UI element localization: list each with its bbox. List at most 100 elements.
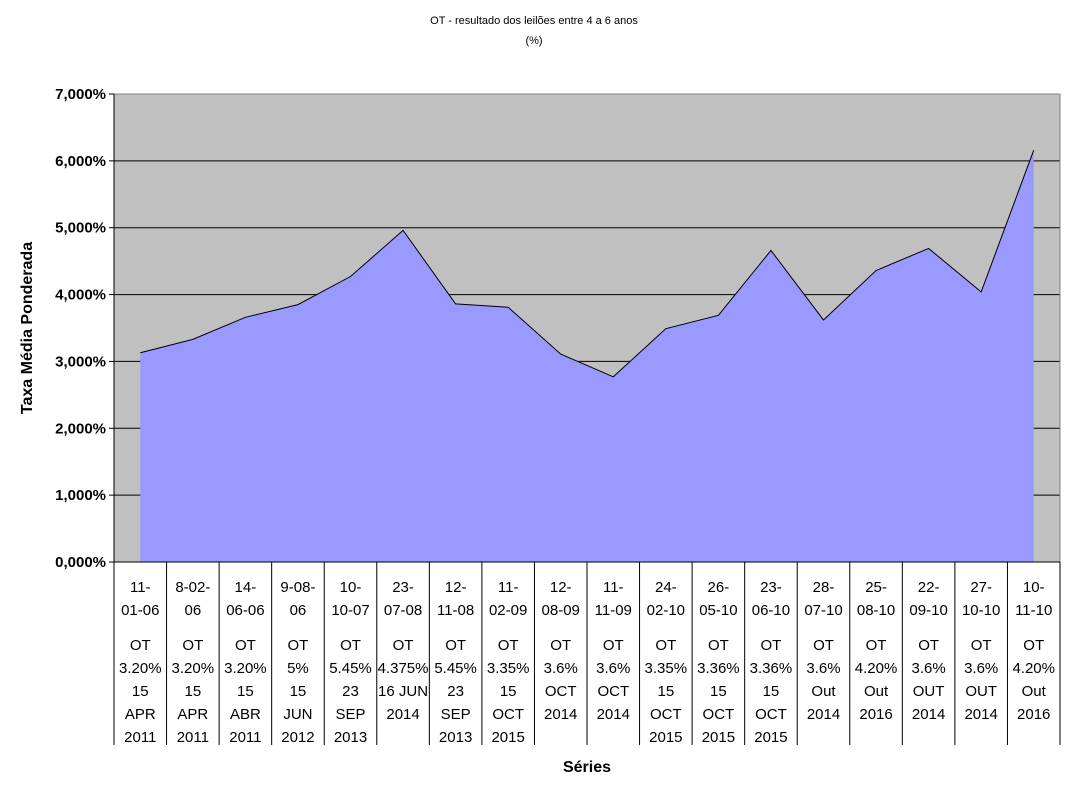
x-tick-series-line: SEP [441,706,471,723]
x-tick-series-line: 2011 [229,729,261,746]
x-tick-series-line: OT [182,637,203,654]
x-tick-date-line: 10- [1023,579,1045,596]
x-tick-series-line: 2014 [964,706,997,723]
x-tick-series-line: 3.6% [964,660,998,677]
x-tick-label: 8-02- 06 OT 3.20% 15 APR 2011 [172,579,215,746]
x-tick-date-line: 10- [340,579,362,596]
x-tick-label: 12- 08-09 OT 3.6% OCT 2014 [542,579,580,723]
x-tick-series-line: 3.6% [596,660,630,677]
x-axis: 11- 01-06 OT 3.20% 15 APR 2011 8-02- 06 OT 3.20% 15… [113,561,1061,746]
x-tick-series-line: 3.36% [697,660,740,677]
x-tick-series-line: 15 [657,683,674,700]
x-tick-date-line: 11-10 [1015,602,1052,619]
x-tick-series-line: 5.45% [434,660,477,677]
x-tick-series-line: Out [811,683,836,700]
x-tick-series-line: 5% [287,660,309,677]
x-tick-series-line: 2014 [597,706,630,723]
y-tick-label: 3,000% [55,353,106,370]
x-tick-date-line: 11- [130,579,151,596]
x-tick-series-line: 3.6% [544,660,578,677]
x-tick-series-line: 15 [184,683,201,700]
x-axis-label: Séries [563,759,611,776]
x-tick-date-line: 07-08 [384,602,422,619]
x-tick-series-line: OT [708,637,729,654]
x-tick-date-line: 11- [498,579,519,596]
x-tick-date-line: 02-10 [647,602,685,619]
x-tick-date-line: 14- [235,579,257,596]
x-tick-label: 11- 02-09 OT 3.35% 15 OCT 2015 [487,579,530,746]
x-tick-series-line: 15 [763,683,780,700]
x-tick-series-line: OUT [913,683,945,700]
y-tick-label: 5,000% [55,220,106,237]
x-tick-date-line: 09-10 [909,602,947,619]
x-tick-series-line: 2011 [177,729,209,746]
x-tick-series-line: 15 [500,683,517,700]
x-tick-date-line: 06 [184,602,201,619]
x-tick-series-line: OT [340,637,361,654]
x-tick-date-line: 23- [392,579,414,596]
x-tick-date-line: 24- [655,579,677,596]
x-tick-series-line: 23 [342,683,359,700]
x-tick-series-line: 3.20% [224,660,267,677]
y-tick-label: 4,000% [55,287,106,304]
x-tick-date-line: 12- [445,579,467,596]
x-tick-series-line: 4.375% [378,660,429,677]
x-tick-series-line: 2013 [439,729,472,746]
x-tick-label: 12- 11-08 OT 5.45% 23 SEP 2013 [434,579,477,746]
x-tick-series-line: Out [864,683,889,700]
x-tick-series-line: OT [761,637,782,654]
x-tick-series-line: 15 [290,683,307,700]
x-tick-label: 10- 11-10 OT 4.20% Out 2016 [1012,579,1055,723]
x-tick-date-line: 08-10 [857,602,895,619]
x-tick-date-line: 06-06 [226,602,264,619]
data-area [140,150,1034,562]
x-tick-label: 28- 07-10 OT 3.6% Out 2014 [804,579,842,723]
x-tick-label: 27- 10-10 OT 3.6% OUT 2014 [962,579,1000,723]
x-tick-series-line: 2013 [334,729,367,746]
x-tick-series-line: OT [866,637,887,654]
x-tick-date-line: 11- [603,579,624,596]
x-tick-series-line: JUN [283,706,312,723]
x-tick-date-line: 08-09 [542,602,580,619]
x-tick-series-line: 4.20% [1012,660,1055,677]
x-tick-series-line: 2014 [912,706,945,723]
x-tick-series-line: APR [177,706,208,723]
y-axis-label: Taxa Média Ponderada [19,242,36,414]
x-tick-series-line: APR [125,706,156,723]
data-line [140,149,1035,378]
x-tick-label: 25- 08-10 OT 4.20% Out 2016 [855,579,898,723]
x-tick-series-line: 3.35% [645,660,688,677]
x-tick-series-line: 2015 [754,729,787,746]
x-tick-series-line: 3.35% [487,660,530,677]
x-tick-label: 14- 06-06 OT 3.20% 15 ABR 2011 [224,579,267,746]
x-tick-date-line: 01-06 [121,602,159,619]
x-tick-series-line: Out [1022,683,1047,700]
x-tick-series-line: OT [813,637,834,654]
x-tick-series-line: 3.20% [119,660,162,677]
x-tick-series-line: 4.20% [855,660,898,677]
x-tick-date-line: 02-09 [489,602,527,619]
x-tick-series-line: OCT [703,706,735,723]
x-tick-series-line: OT [288,637,309,654]
x-tick-date-line: 26- [708,579,730,596]
chart-subtitle: (%) [525,35,542,47]
x-tick-date-line: 8-02- [175,579,210,596]
y-tick-label: 7,000% [55,86,106,103]
y-tick-label: 1,000% [55,487,106,504]
x-tick-date-line: 11-09 [595,602,632,619]
x-tick-series-line: 3.20% [172,660,215,677]
x-tick-date-line: 23- [760,579,782,596]
x-tick-series-line: 2014 [807,706,840,723]
x-tick-series-line: ABR [230,706,261,723]
x-tick-series-line: 2015 [702,729,735,746]
x-tick-series-line: OCT [492,706,524,723]
x-tick-series-line: 3.36% [750,660,793,677]
x-tick-series-line: 2016 [859,706,892,723]
x-tick-series-line: OCT [650,706,682,723]
x-tick-label: 24- 02-10 OT 3.35% 15 OCT 2015 [645,579,688,746]
x-tick-date-line: 06 [290,602,307,619]
x-tick-series-line: 15 [132,683,149,700]
x-tick-series-line: OCT [597,683,629,700]
x-tick-label: 26- 05-10 OT 3.36% 15 OCT 2015 [697,579,740,746]
x-tick-series-line: 3.6% [806,660,840,677]
